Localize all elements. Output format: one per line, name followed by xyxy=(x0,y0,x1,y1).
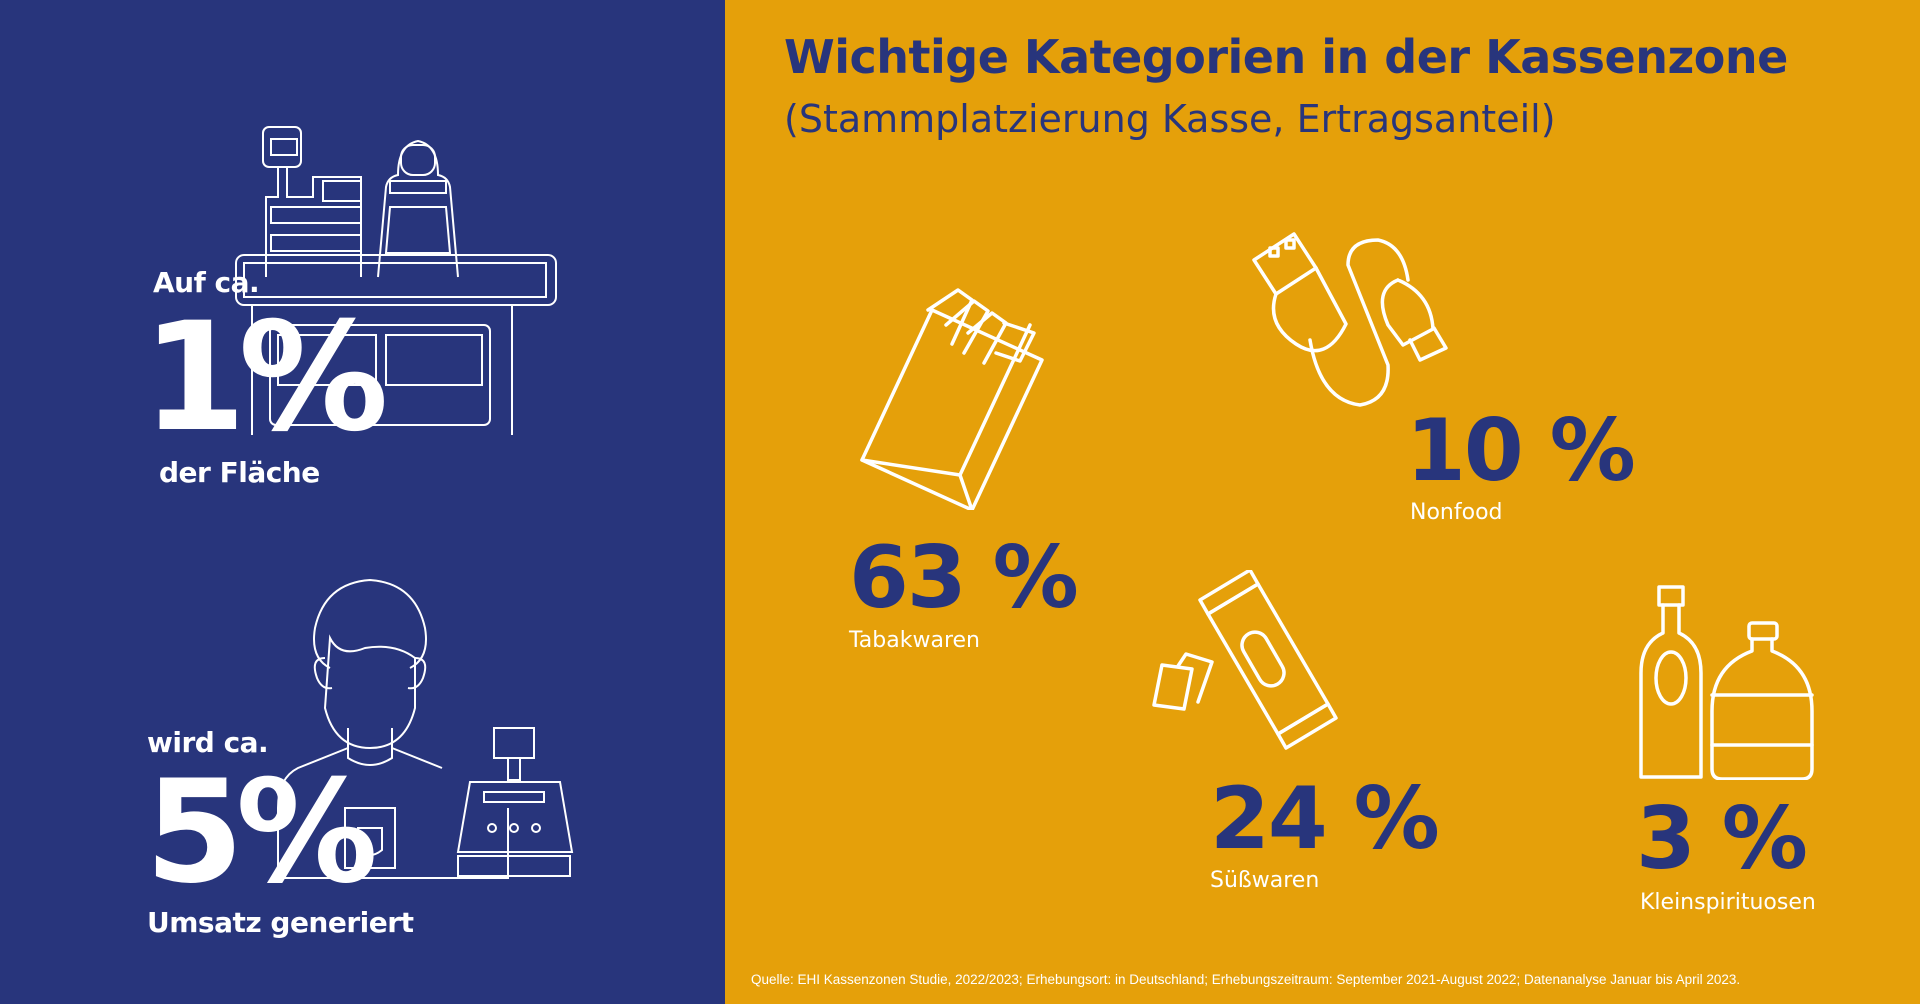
kleinspirituosen-value: 3 % xyxy=(1636,789,1808,889)
nonfood-value: 10 % xyxy=(1406,401,1636,501)
cashier-icon xyxy=(277,578,574,879)
liquor-bottles-icon xyxy=(1639,585,1814,780)
nonfood-label: Nonfood xyxy=(1410,500,1503,525)
page-title: Wichtige Kategorien in der Kassenzone xyxy=(784,30,1788,84)
tabak-label: Tabakwaren xyxy=(849,628,980,653)
right-panel xyxy=(725,0,1920,1004)
kleinspirituosen-label: Kleinspirituosen xyxy=(1640,890,1816,915)
revenue-value: 5% xyxy=(145,750,378,915)
left-panel: Auf ca. 1% der Fläche wird ca. 5% Umsatz… xyxy=(0,0,725,1004)
revenue-prefix: wird ca. xyxy=(147,726,269,759)
area-prefix: Auf ca. xyxy=(153,266,260,299)
cigarette-pack-icon xyxy=(860,288,1044,510)
suesswaren-value: 24 % xyxy=(1210,769,1440,869)
tabak-value: 63 % xyxy=(849,528,1079,628)
area-value: 1% xyxy=(142,291,389,465)
source-note: Quelle: EHI Kassenzonen Studie, 2022/202… xyxy=(751,972,1741,987)
suesswaren-label: Süßwaren xyxy=(1210,868,1320,893)
candy-bar-icon xyxy=(1152,570,1338,750)
checkout-counter-icon xyxy=(235,126,557,435)
area-suffix: der Fläche xyxy=(159,456,320,489)
revenue-suffix: Umsatz generiert xyxy=(147,906,414,939)
usb-cable-icon xyxy=(1252,232,1448,407)
page-subtitle: (Stammplatzierung Kasse, Ertragsanteil) xyxy=(784,97,1556,141)
